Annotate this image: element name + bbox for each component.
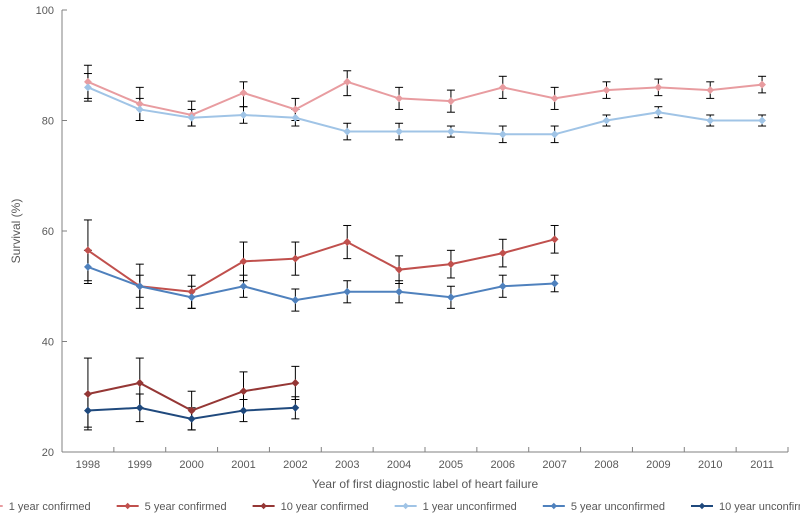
y-axis-label: Survival (%) bbox=[9, 199, 23, 264]
x-tick-label: 2009 bbox=[646, 459, 670, 471]
x-tick-label: 2001 bbox=[231, 459, 255, 471]
chart-svg: 20 40 60 80 100 1998 1999 2000 2001 2002 2003 2004 2… bbox=[0, 0, 800, 523]
legend-item-10yr_confirmed: 10 year confirmed bbox=[253, 501, 369, 513]
legend: 1 year confirmed 5 year confirmed 10 year … bbox=[0, 501, 800, 513]
y-tick-label: 100 bbox=[36, 5, 54, 17]
series-5yr_confirmed bbox=[85, 236, 558, 295]
legend-item-10yr_unconfirmed: 10 year unconfirmed bbox=[691, 501, 800, 513]
x-tick-label: 2007 bbox=[542, 459, 566, 471]
legend-label: 10 year confirmed bbox=[281, 501, 369, 513]
x-tick-label: 1999 bbox=[128, 459, 152, 471]
x-tick-label: 2008 bbox=[594, 459, 618, 471]
x-tick-label: 2000 bbox=[179, 459, 203, 471]
x-tick-label: 2003 bbox=[335, 459, 359, 471]
legend-item-1yr_confirmed: 1 year confirmed bbox=[0, 501, 91, 513]
legend-item-1yr_unconfirmed: 1 year unconfirmed bbox=[395, 501, 517, 513]
series-1yr_unconfirmed bbox=[85, 84, 766, 137]
x-tick-label: 2010 bbox=[698, 459, 722, 471]
legend-label: 5 year unconfirmed bbox=[571, 501, 665, 513]
y-tick-label: 40 bbox=[42, 337, 54, 349]
x-tick-label: 2002 bbox=[283, 459, 307, 471]
legend-label: 1 year unconfirmed bbox=[423, 501, 517, 513]
legend-label: 5 year confirmed bbox=[145, 501, 227, 513]
series-5yr_unconfirmed bbox=[85, 264, 558, 304]
y-tick-label: 60 bbox=[42, 226, 54, 238]
x-axis-label: Year of first diagnostic label of heart … bbox=[312, 477, 539, 491]
x-tick-label: 2006 bbox=[491, 459, 515, 471]
legend-item-5yr_confirmed: 5 year confirmed bbox=[117, 501, 227, 513]
legend-item-5yr_unconfirmed: 5 year unconfirmed bbox=[543, 501, 665, 513]
x-tick-label: 2011 bbox=[750, 459, 774, 471]
y-tick-label: 80 bbox=[42, 116, 54, 128]
y-tick-label: 20 bbox=[42, 447, 54, 459]
x-tick-label: 1998 bbox=[76, 459, 100, 471]
errorbars-5yr_unconfirmed bbox=[84, 250, 559, 311]
x-tick-label: 2004 bbox=[387, 459, 411, 471]
legend-label: 10 year unconfirmed bbox=[719, 501, 800, 513]
x-tick-label: 2005 bbox=[439, 459, 463, 471]
legend-label: 1 year confirmed bbox=[9, 501, 91, 513]
survival-chart: 20 40 60 80 100 1998 1999 2000 2001 2002 2003 2004 2… bbox=[0, 0, 800, 523]
